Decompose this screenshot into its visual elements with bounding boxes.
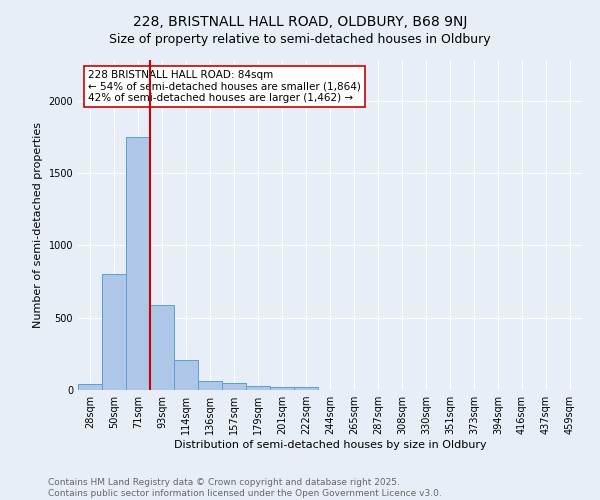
- Bar: [126, 136, 150, 390]
- Bar: [150, 304, 174, 390]
- Bar: [270, 387, 294, 390]
- X-axis label: Distribution of semi-detached houses by size in Oldbury: Distribution of semi-detached houses by …: [173, 440, 487, 450]
- Bar: [102, 274, 126, 390]
- Bar: [78, 384, 102, 390]
- Bar: [294, 387, 318, 390]
- Bar: [246, 386, 270, 390]
- Y-axis label: Number of semi-detached properties: Number of semi-detached properties: [33, 122, 43, 328]
- Text: 228 BRISTNALL HALL ROAD: 84sqm
← 54% of semi-detached houses are smaller (1,864): 228 BRISTNALL HALL ROAD: 84sqm ← 54% of …: [88, 70, 361, 103]
- Text: Contains HM Land Registry data © Crown copyright and database right 2025.
Contai: Contains HM Land Registry data © Crown c…: [48, 478, 442, 498]
- Bar: [174, 360, 198, 390]
- Bar: [222, 384, 246, 390]
- Text: 228, BRISTNALL HALL ROAD, OLDBURY, B68 9NJ: 228, BRISTNALL HALL ROAD, OLDBURY, B68 9…: [133, 15, 467, 29]
- Bar: [198, 382, 222, 390]
- Text: Size of property relative to semi-detached houses in Oldbury: Size of property relative to semi-detach…: [109, 32, 491, 46]
